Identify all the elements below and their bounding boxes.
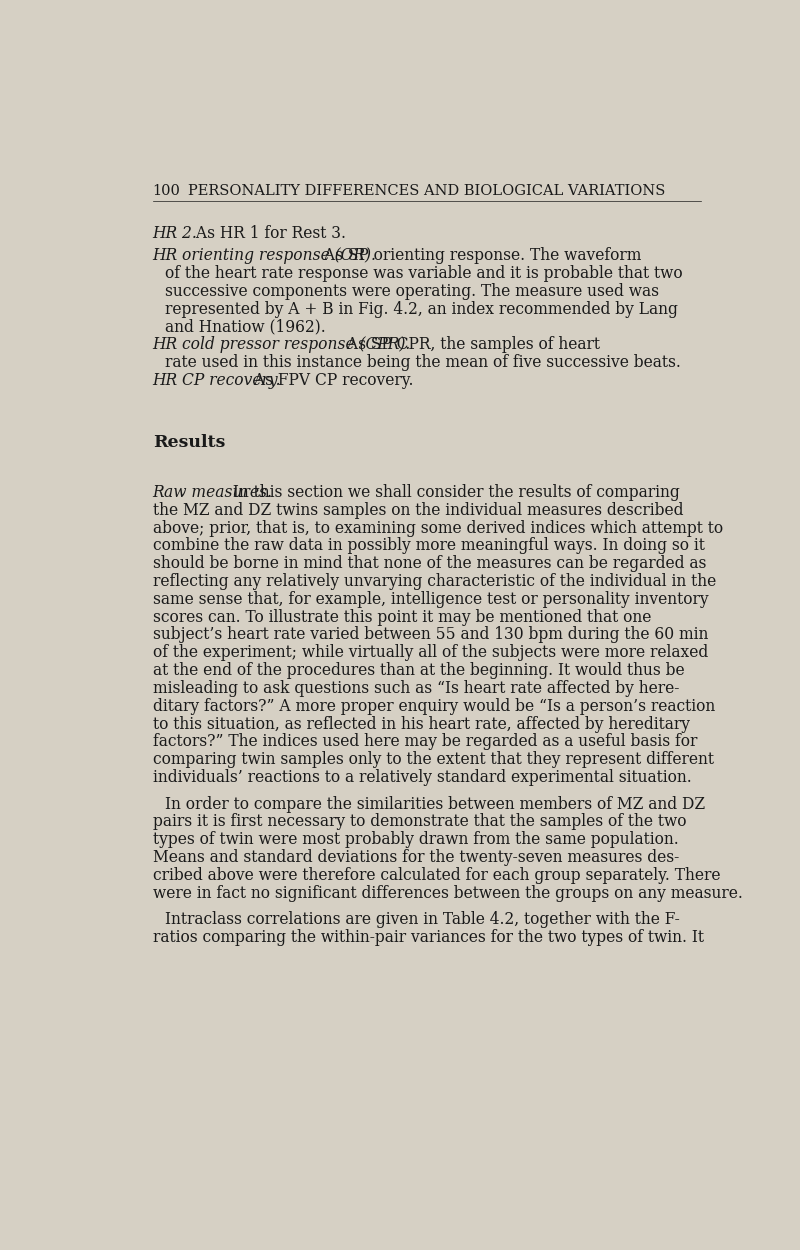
Text: should be borne in mind that none of the measures can be regarded as: should be borne in mind that none of the… bbox=[153, 555, 706, 572]
Text: Results: Results bbox=[153, 434, 225, 451]
Text: misleading to ask questions such as “Is heart rate affected by here-: misleading to ask questions such as “Is … bbox=[153, 680, 679, 698]
Text: scores can. To illustrate this point it may be mentioned that one: scores can. To illustrate this point it … bbox=[153, 609, 651, 626]
Text: cribed above were therefore calculated for each group separately. There: cribed above were therefore calculated f… bbox=[153, 866, 720, 884]
Text: Means and standard deviations for the twenty-seven measures des-: Means and standard deviations for the tw… bbox=[153, 849, 679, 866]
Text: at the end of the procedures than at the beginning. It would thus be: at the end of the procedures than at the… bbox=[153, 662, 684, 679]
Text: were in fact no significant differences between the groups on any measure.: were in fact no significant differences … bbox=[153, 885, 742, 901]
Text: types of twin were most probably drawn from the same population.: types of twin were most probably drawn f… bbox=[153, 831, 678, 849]
Text: Raw measures.: Raw measures. bbox=[153, 484, 273, 501]
Text: subject’s heart rate varied between 55 and 130 bpm during the 60 min: subject’s heart rate varied between 55 a… bbox=[153, 626, 708, 644]
Text: represented by A + B in Fig. 4.2, an index recommended by Lang: represented by A + B in Fig. 4.2, an ind… bbox=[165, 301, 678, 318]
Text: rate used in this instance being the mean of five successive beats.: rate used in this instance being the mea… bbox=[165, 354, 681, 371]
Text: In order to compare the similarities between members of MZ and DZ: In order to compare the similarities bet… bbox=[165, 796, 706, 812]
Text: and Hnatiow (1962).: and Hnatiow (1962). bbox=[165, 319, 326, 335]
Text: As FPV CP recovery.: As FPV CP recovery. bbox=[249, 371, 414, 389]
Text: Intraclass correlations are given in Table 4.2, together with the F-: Intraclass correlations are given in Tab… bbox=[165, 911, 680, 929]
Text: 100: 100 bbox=[153, 184, 181, 198]
Text: PERSONALITY DIFFERENCES AND BIOLOGICAL VARIATIONS: PERSONALITY DIFFERENCES AND BIOLOGICAL V… bbox=[188, 184, 666, 198]
Text: ratios comparing the within-pair variances for the two types of twin. It: ratios comparing the within-pair varianc… bbox=[153, 929, 704, 946]
Text: As HR 1 for Rest 3.: As HR 1 for Rest 3. bbox=[191, 225, 346, 242]
Text: the MZ and DZ twins samples on the individual measures described: the MZ and DZ twins samples on the indiv… bbox=[153, 501, 683, 519]
Text: HR cold pressor response (CPR).: HR cold pressor response (CPR). bbox=[153, 336, 411, 354]
Text: of the experiment; while virtually all of the subjects were more relaxed: of the experiment; while virtually all o… bbox=[153, 644, 708, 661]
Text: above; prior, that is, to examining some derived indices which attempt to: above; prior, that is, to examining some… bbox=[153, 520, 723, 536]
Text: comparing twin samples only to the extent that they represent different: comparing twin samples only to the exten… bbox=[153, 751, 714, 769]
Text: same sense that, for example, intelligence test or personality inventory: same sense that, for example, intelligen… bbox=[153, 591, 708, 608]
Text: reflecting any relatively unvarying characteristic of the individual in the: reflecting any relatively unvarying char… bbox=[153, 572, 716, 590]
Text: HR orienting response (OR).: HR orienting response (OR). bbox=[153, 248, 377, 264]
Text: pairs it is first necessary to demonstrate that the samples of the two: pairs it is first necessary to demonstra… bbox=[153, 814, 686, 830]
Text: of the heart rate response was variable and it is probable that two: of the heart rate response was variable … bbox=[165, 265, 682, 282]
Text: HR CP recovery.: HR CP recovery. bbox=[153, 371, 282, 389]
Text: factors?” The indices used here may be regarded as a useful basis for: factors?” The indices used here may be r… bbox=[153, 734, 697, 750]
Text: As SP orienting response. The waveform: As SP orienting response. The waveform bbox=[319, 248, 642, 264]
Text: to this situation, as reflected in his heart rate, affected by hereditary: to this situation, as reflected in his h… bbox=[153, 715, 690, 732]
Text: In this section we shall consider the results of comparing: In this section we shall consider the re… bbox=[228, 484, 680, 501]
Text: successive components were operating. The measure used was: successive components were operating. Th… bbox=[165, 282, 659, 300]
Text: ditary factors?” A more proper enquiry would be “Is a person’s reaction: ditary factors?” A more proper enquiry w… bbox=[153, 698, 715, 715]
Text: individuals’ reactions to a relatively standard experimental situation.: individuals’ reactions to a relatively s… bbox=[153, 769, 691, 786]
Text: As SP CPR, the samples of heart: As SP CPR, the samples of heart bbox=[342, 336, 601, 354]
Text: HR 2.: HR 2. bbox=[153, 225, 198, 242]
Text: combine the raw data in possibly more meaningful ways. In doing so it: combine the raw data in possibly more me… bbox=[153, 538, 705, 555]
